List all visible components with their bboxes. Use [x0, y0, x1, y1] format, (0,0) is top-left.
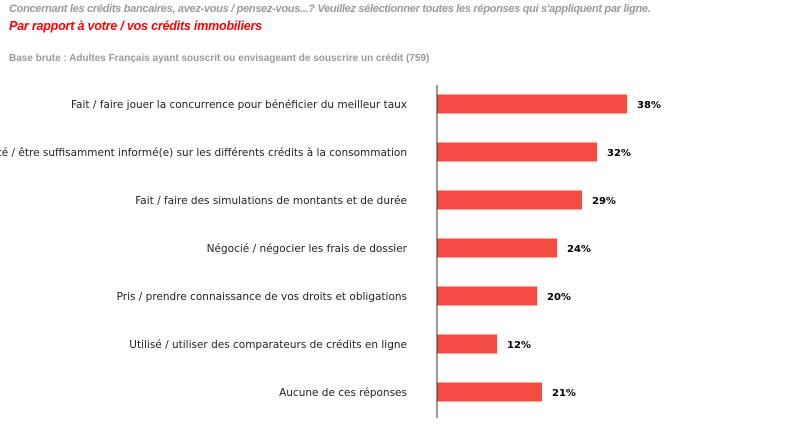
data-label: 20%	[547, 292, 571, 303]
base-note: Base brute : Adultes Français ayant sous…	[9, 53, 430, 64]
bar	[437, 286, 537, 306]
category-label: Pris / prendre connaissance de vos droit…	[117, 291, 407, 303]
category-label: Utilisé / utiliser des comparateurs de c…	[129, 339, 407, 351]
data-label: 32%	[607, 148, 631, 159]
bar	[437, 382, 542, 402]
bar	[437, 334, 497, 354]
bar	[437, 238, 557, 258]
data-label: 29%	[592, 196, 616, 207]
question-text: Concernant les crédits bancaires, avez-v…	[9, 3, 651, 15]
category-label: Fait / faire jouer la concurrence pour b…	[71, 99, 407, 111]
data-label: 21%	[552, 388, 576, 399]
category-label: Fait / faire des simulations de montants…	[135, 195, 407, 207]
category-label: Avoir été / être suffisamment informé(e)…	[0, 147, 407, 159]
bar	[437, 142, 597, 162]
category-label: Aucune de ces réponses	[279, 387, 407, 399]
data-label: 38%	[637, 100, 661, 111]
bar	[437, 190, 582, 210]
data-label: 12%	[507, 340, 531, 351]
data-label: 24%	[567, 244, 591, 255]
bar	[437, 94, 627, 114]
subtitle: Par rapport à votre / vos crédits immobi…	[9, 19, 262, 33]
category-label: Négocié / négocier les frais de dossier	[207, 243, 408, 255]
